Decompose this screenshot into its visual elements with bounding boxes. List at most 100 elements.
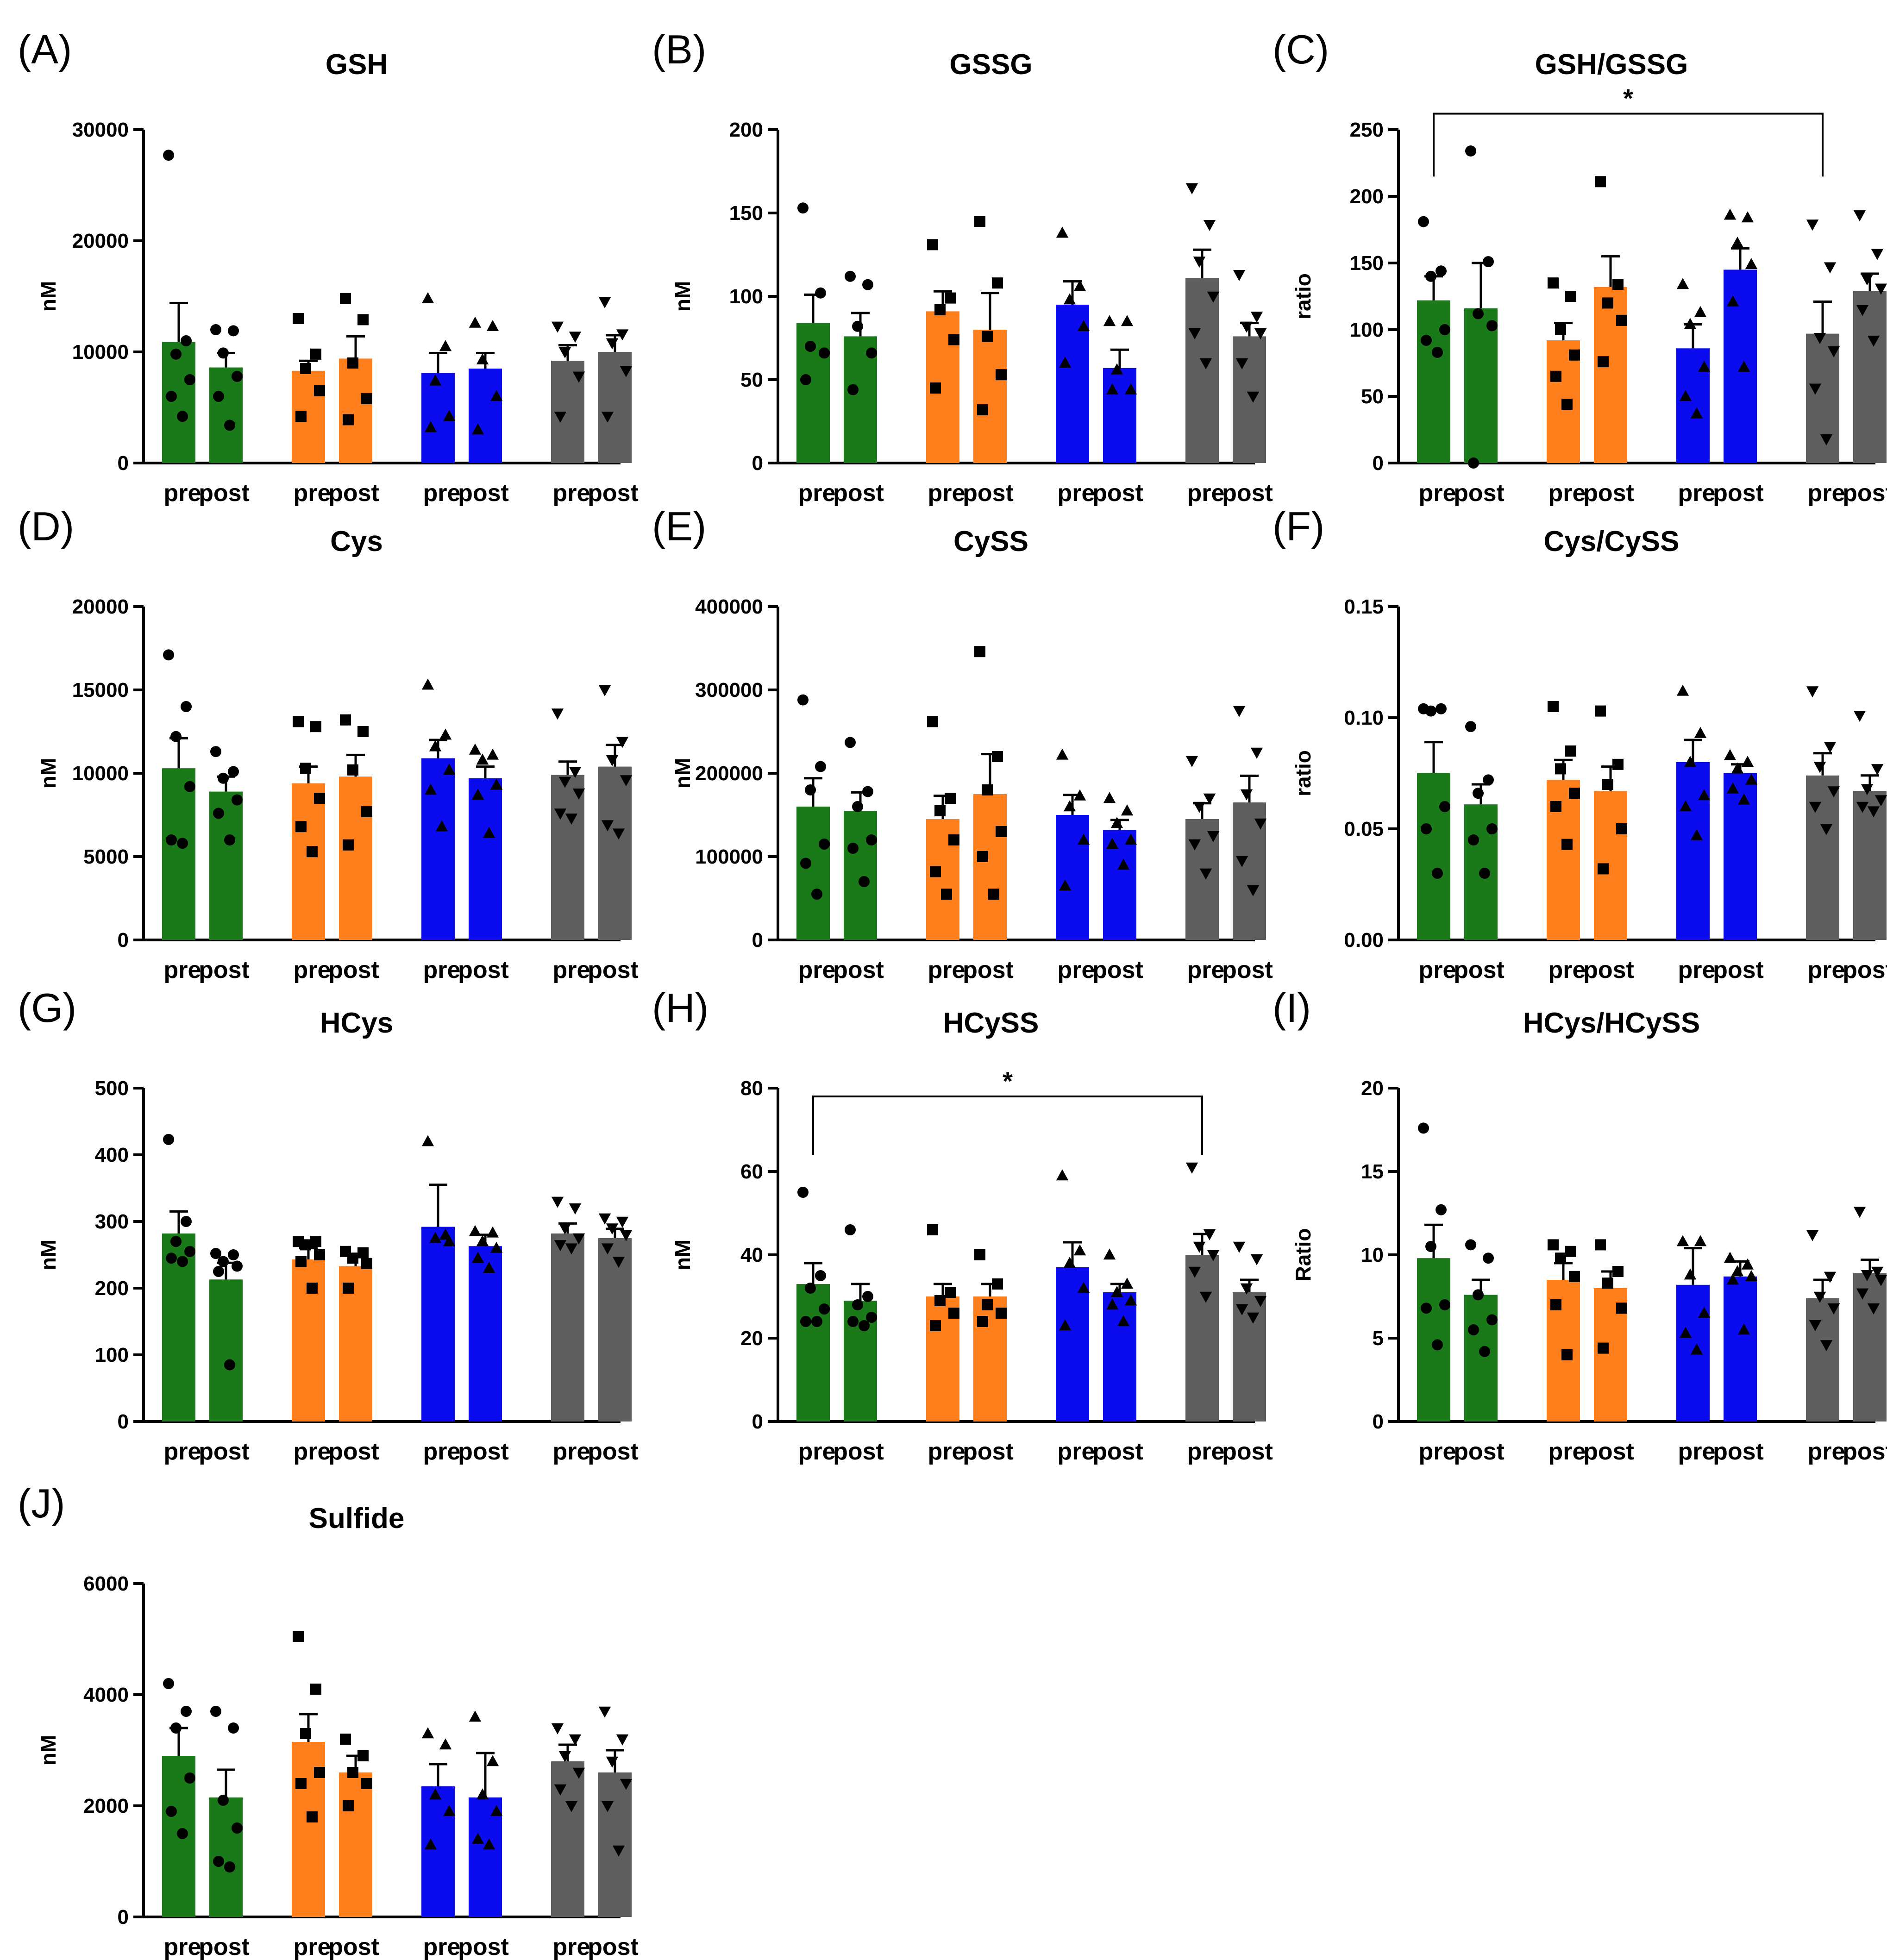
- data-point: [1193, 257, 1206, 268]
- x-tick-label: pre: [798, 1438, 836, 1465]
- bracket-line: [812, 1096, 1203, 1155]
- data-point: [361, 806, 372, 817]
- x-tick-label: post: [1222, 957, 1273, 983]
- data-point: [847, 843, 859, 854]
- data-point: [343, 414, 354, 426]
- data-point: [1612, 1266, 1624, 1277]
- data-point: [852, 320, 863, 332]
- bar-group1-post: [844, 270, 877, 463]
- data-point: [490, 390, 503, 401]
- chart-title: Cys: [330, 526, 383, 557]
- data-point: [340, 293, 351, 304]
- data-point: [1421, 335, 1432, 346]
- y-tick-label: 150: [1350, 252, 1384, 275]
- data-point: [554, 412, 567, 423]
- y-tick-label: 4000: [83, 1684, 129, 1706]
- data-point: [1555, 324, 1566, 335]
- bar-group3-post: [469, 743, 503, 940]
- data-point: [1124, 833, 1137, 845]
- data-point: [435, 820, 448, 832]
- data-point: [314, 793, 325, 804]
- data-point: [1824, 262, 1837, 274]
- data-point: [228, 1722, 239, 1734]
- data-point: [1698, 360, 1711, 372]
- data-point: [1124, 383, 1137, 395]
- data-point: [1439, 801, 1450, 812]
- y-tick-label: 0: [118, 1906, 129, 1929]
- data-point: [558, 1751, 571, 1762]
- data-point: [1595, 176, 1606, 188]
- data-point: [1235, 856, 1248, 867]
- data-point: [471, 1252, 484, 1263]
- data-point: [1726, 1273, 1739, 1285]
- data-point: [181, 701, 192, 712]
- data-point: [1188, 1266, 1201, 1278]
- y-axis-label: nM: [671, 758, 695, 789]
- data-point: [1486, 823, 1498, 834]
- x-tick-label: pre: [1419, 957, 1456, 983]
- bar: [1724, 1276, 1757, 1421]
- data-point: [184, 1246, 195, 1257]
- x-tick-label: pre: [423, 957, 461, 983]
- bar-group1-post: [209, 1248, 243, 1421]
- panel-letter: (E): [652, 503, 707, 549]
- data-point: [314, 1767, 325, 1778]
- data-point: [1247, 1312, 1260, 1324]
- data-point: [1565, 745, 1576, 757]
- bar: [598, 766, 632, 940]
- bar-group3-post: [1724, 1252, 1758, 1421]
- significance-bracket: *: [1433, 83, 1824, 177]
- data-point: [1235, 358, 1248, 369]
- data-point: [177, 1828, 188, 1839]
- data-point: [476, 1235, 489, 1246]
- data-point: [569, 767, 582, 778]
- data-point: [1473, 1289, 1484, 1301]
- data-point: [1745, 1270, 1758, 1281]
- x-tick-label: post: [833, 1438, 884, 1465]
- data-point: [163, 1133, 174, 1145]
- data-point: [340, 714, 351, 726]
- x-tick-label: post: [458, 957, 509, 983]
- data-point: [1436, 703, 1447, 714]
- y-tick-label: 0: [1373, 452, 1384, 475]
- bar-group4-pre: [1806, 1230, 1840, 1421]
- x-tick-label: post: [1583, 957, 1634, 983]
- data-point: [1240, 321, 1253, 333]
- data-point: [1598, 1342, 1609, 1354]
- bar-group3-post: [469, 1225, 503, 1421]
- data-point: [210, 746, 221, 758]
- significance-star: *: [1623, 83, 1633, 113]
- data-point: [977, 404, 988, 415]
- bar: [209, 1797, 243, 1917]
- data-point: [1827, 1303, 1840, 1315]
- data-point: [469, 1710, 482, 1722]
- bar: [209, 367, 243, 463]
- data-point: [424, 421, 437, 432]
- bar-group2-pre: [292, 1236, 325, 1421]
- data-point: [862, 279, 873, 290]
- bar: [469, 369, 502, 463]
- panel-j: (J) Sulfide nM 0 2000 4000 6000 pre post pre post…: [5, 1477, 639, 1960]
- y-tick-label: 0: [118, 1410, 129, 1433]
- bar-group3-post: [469, 316, 503, 463]
- data-point: [1602, 1277, 1613, 1289]
- data-point: [1871, 1266, 1884, 1278]
- data-point: [1250, 747, 1263, 759]
- data-point: [601, 1801, 614, 1812]
- y-tick-label: 0.05: [1344, 818, 1384, 840]
- data-point: [1117, 858, 1130, 870]
- data-point: [616, 329, 629, 341]
- bar: [1417, 1258, 1450, 1421]
- x-tick-label: post: [1454, 1438, 1505, 1465]
- x-tick-label: post: [588, 1438, 639, 1465]
- data-point: [163, 649, 174, 661]
- data-point: [1247, 391, 1260, 403]
- chart-title: Sulfide: [309, 1503, 405, 1534]
- data-point: [357, 314, 369, 326]
- x-tick-label: pre: [1187, 1438, 1225, 1465]
- data-point: [1679, 800, 1692, 812]
- data-point: [1188, 328, 1201, 339]
- data-point: [357, 1750, 369, 1761]
- data-point: [347, 764, 358, 776]
